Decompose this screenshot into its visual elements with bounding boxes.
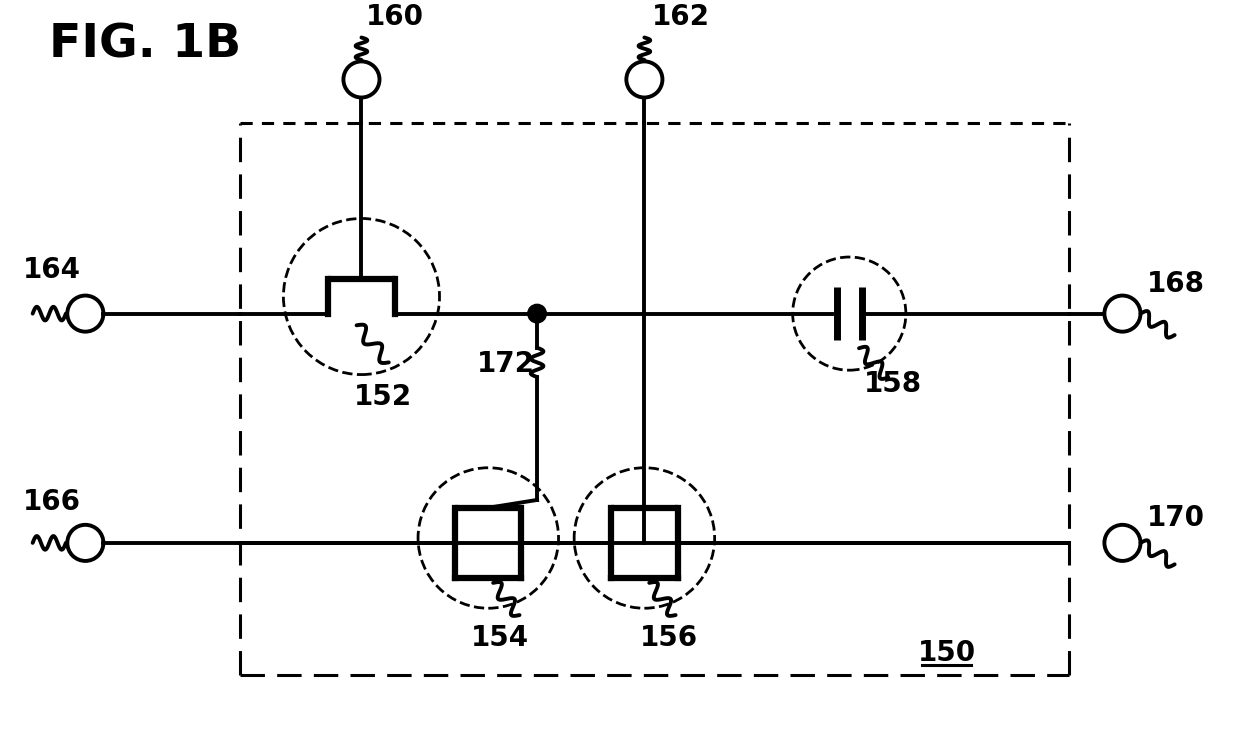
Text: 170: 170	[1147, 505, 1205, 533]
Text: 158: 158	[864, 370, 923, 398]
Circle shape	[528, 304, 547, 323]
Text: 172: 172	[476, 351, 534, 379]
Text: FIG. 1B: FIG. 1B	[50, 23, 242, 68]
Text: 160: 160	[366, 3, 424, 31]
Text: 164: 164	[22, 255, 81, 283]
Text: 156: 156	[640, 624, 698, 652]
Text: 168: 168	[1147, 270, 1205, 298]
Text: 166: 166	[22, 488, 81, 516]
Text: 150: 150	[918, 639, 976, 667]
Text: 162: 162	[652, 3, 711, 31]
Text: 152: 152	[353, 382, 412, 410]
Text: 154: 154	[471, 624, 528, 652]
